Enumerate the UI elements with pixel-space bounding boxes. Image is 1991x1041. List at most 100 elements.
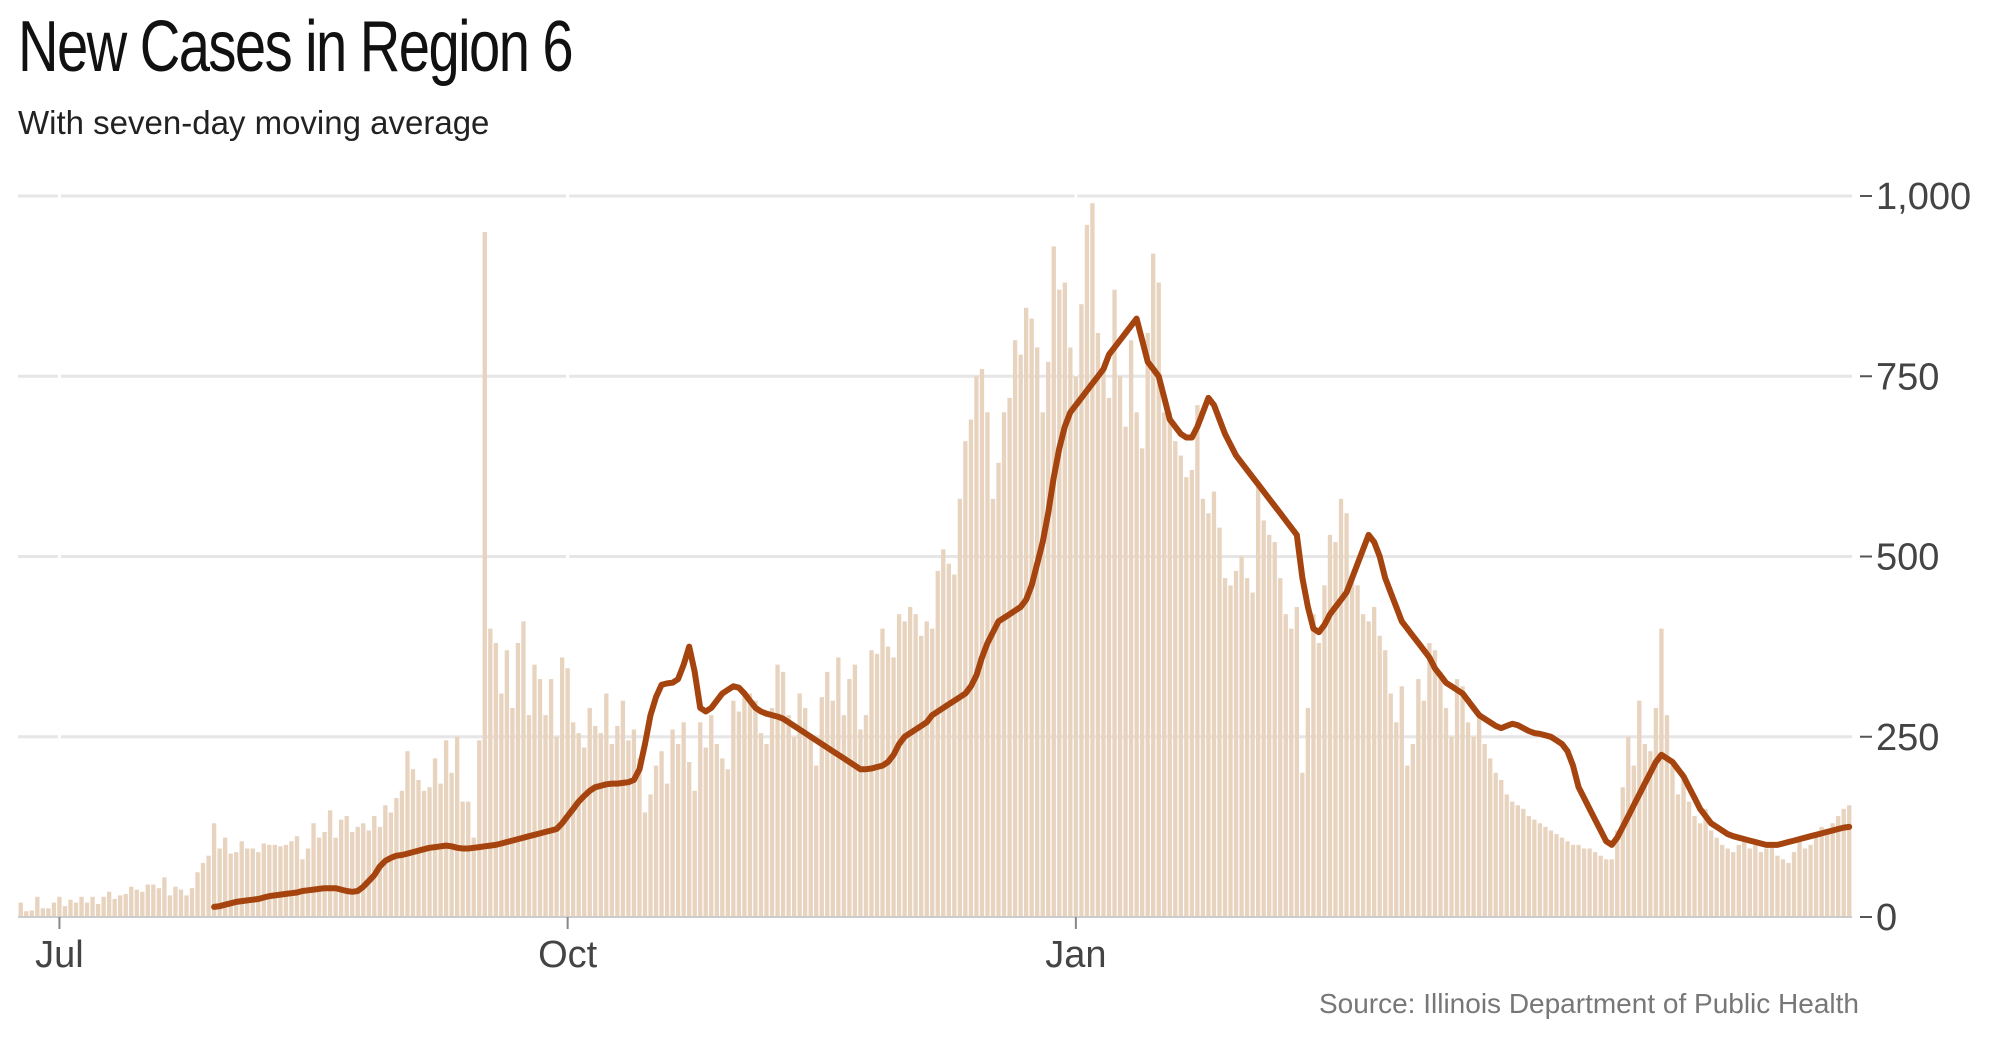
daily-case-bar	[73, 902, 79, 917]
daily-case-bar	[637, 758, 642, 917]
daily-case-bar	[24, 911, 29, 917]
daily-case-bar	[543, 715, 548, 917]
daily-case-bar	[350, 831, 355, 917]
daily-case-bar	[1250, 592, 1255, 917]
daily-case-bar	[129, 886, 134, 917]
daily-case-bar	[1272, 542, 1277, 917]
daily-case-bar	[742, 693, 747, 917]
daily-case-bar	[1244, 578, 1250, 917]
daily-case-bar	[438, 783, 443, 917]
daily-case-bar	[51, 902, 57, 917]
daily-case-bar	[427, 787, 432, 917]
daily-case-bar	[311, 823, 316, 917]
daily-case-bar	[797, 693, 802, 917]
daily-case-bar	[1808, 844, 1813, 917]
daily-case-bar	[1488, 758, 1493, 917]
daily-case-bar	[140, 891, 145, 917]
daily-case-bar	[1023, 307, 1029, 917]
daily-case-bar	[814, 765, 819, 917]
daily-case-bar	[1637, 700, 1642, 917]
daily-case-bar	[40, 908, 46, 917]
daily-case-bar	[1029, 318, 1034, 917]
daily-case-bar	[1703, 808, 1708, 917]
daily-case-bar	[1239, 556, 1244, 917]
y-tick-label: 750	[1876, 356, 1939, 398]
daily-case-bar	[493, 643, 498, 917]
daily-case-bar	[1432, 650, 1438, 917]
x-tick-label: Oct	[538, 934, 598, 976]
daily-case-bar	[432, 758, 438, 917]
daily-case-bar	[808, 736, 813, 917]
daily-case-bar	[1670, 765, 1675, 917]
daily-case-bar	[1344, 513, 1349, 917]
daily-case-bar	[1449, 736, 1454, 917]
daily-case-bar	[112, 898, 117, 917]
daily-case-bar	[101, 896, 106, 917]
daily-case-bar	[1123, 426, 1128, 917]
daily-case-bar	[670, 729, 675, 917]
daily-case-bar	[455, 736, 460, 917]
daily-case-bar	[206, 855, 211, 917]
daily-case-bar	[1007, 397, 1012, 917]
daily-case-bar	[1802, 848, 1808, 917]
daily-case-bar	[471, 837, 476, 917]
daily-case-bar	[747, 693, 753, 917]
daily-case-bar	[333, 837, 338, 917]
daily-case-bar	[1040, 412, 1045, 917]
daily-case-bar	[1079, 304, 1084, 917]
daily-case-bar	[1675, 794, 1681, 917]
daily-case-bar	[758, 733, 764, 917]
source-note: Source: Illinois Department of Public He…	[1318, 988, 1859, 1019]
daily-case-bar	[841, 715, 847, 917]
daily-case-bar	[184, 895, 189, 917]
daily-case-bar	[1708, 830, 1714, 917]
daily-case-bar	[200, 862, 206, 917]
daily-case-bar	[504, 650, 510, 917]
daily-case-bar	[178, 889, 184, 917]
daily-case-bar	[68, 899, 73, 917]
daily-case-bar	[521, 621, 526, 917]
daily-case-bar	[145, 884, 150, 917]
daily-case-bar	[609, 743, 615, 917]
daily-case-bar	[1543, 826, 1548, 917]
daily-case-bar	[720, 758, 725, 917]
daily-case-bar	[565, 668, 570, 917]
daily-case-bar	[1327, 534, 1333, 917]
daily-case-bar	[1228, 585, 1233, 917]
daily-case-bar	[924, 621, 929, 917]
daily-case-bar	[902, 621, 907, 917]
daily-case-bar	[1167, 412, 1172, 917]
daily-case-bar	[1355, 585, 1360, 917]
daily-case-bar	[1018, 354, 1023, 917]
daily-case-bar	[1184, 477, 1189, 917]
daily-case-bar	[1178, 455, 1183, 917]
daily-case-bar	[1841, 808, 1846, 917]
daily-case-bar	[1581, 848, 1587, 917]
daily-case-bar	[1255, 484, 1261, 917]
daily-case-bar	[571, 722, 576, 917]
daily-case-bar	[1769, 844, 1775, 917]
daily-case-bar	[687, 761, 692, 917]
daily-case-bar	[118, 895, 123, 917]
daily-case-bar	[1372, 606, 1377, 917]
daily-case-bar	[919, 635, 924, 917]
chart-subtitle: With seven-day moving average	[18, 104, 490, 141]
daily-case-bar	[1510, 801, 1515, 917]
daily-case-bar	[1289, 628, 1294, 917]
moving-average-polyline	[211, 315, 1853, 910]
daily-case-bar	[836, 657, 841, 917]
daily-case-bar	[1626, 736, 1631, 917]
daily-case-bar	[460, 801, 465, 917]
daily-case-bar	[1692, 816, 1697, 917]
daily-case-bar	[537, 679, 543, 917]
daily-case-bar	[327, 810, 333, 917]
daily-case-bar	[477, 740, 482, 917]
daily-case-bar	[1300, 772, 1305, 917]
daily-case-bar	[211, 823, 217, 917]
daily-case-bar	[874, 653, 880, 917]
daily-case-bar	[1764, 848, 1769, 917]
daily-case-bar	[482, 232, 487, 918]
daily-case-bar	[1742, 837, 1747, 917]
daily-case-bar	[79, 896, 84, 917]
daily-case-bar	[1504, 794, 1509, 917]
